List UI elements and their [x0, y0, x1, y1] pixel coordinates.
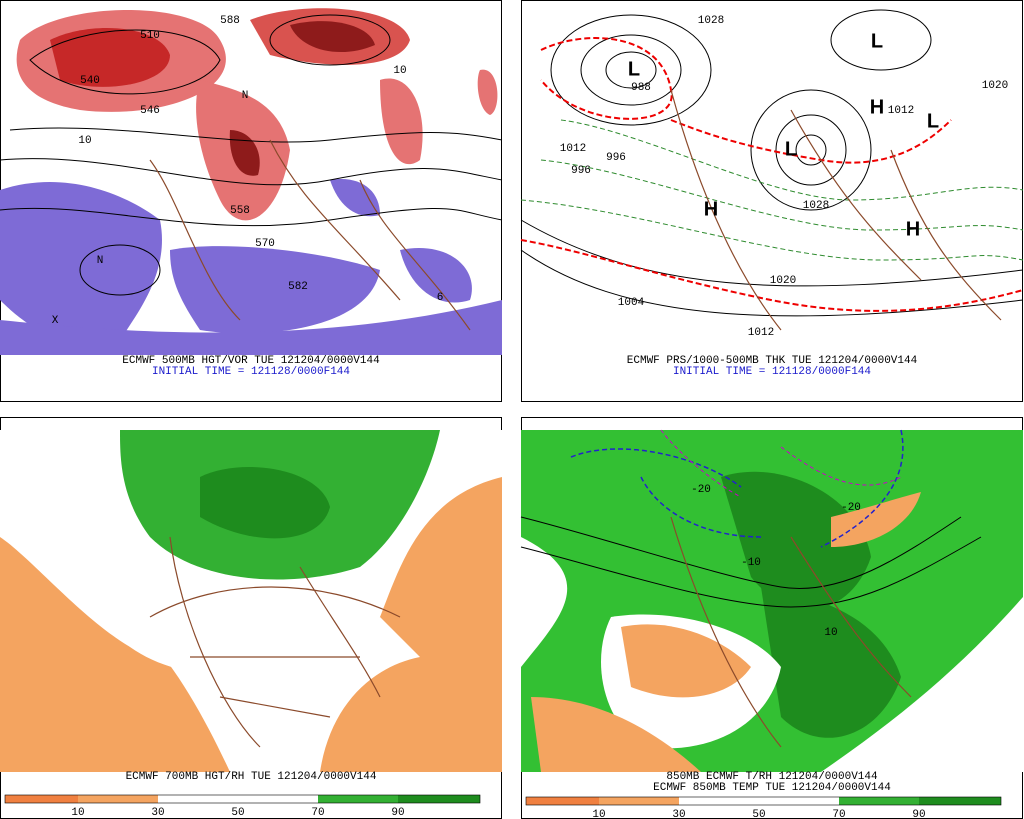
panel-title: ECMWF 500MB HGT/VOR TUE 121204/0000V144 [122, 355, 380, 367]
contour-label: -10 [741, 557, 761, 569]
map [0, 8, 503, 355]
colorbar-tick-label: 50 [231, 807, 244, 819]
contour-label: 570 [255, 238, 275, 250]
contour-label: 1028 [698, 15, 724, 27]
contour-label: X [52, 315, 59, 327]
contour-label: 1004 [618, 297, 645, 309]
contour-label: N [97, 255, 104, 267]
colorbar-tick-label: 10 [71, 807, 84, 819]
contour-label: 6 [437, 292, 444, 304]
panel-title: 850MB ECMWF T/RH 121204/0000V144 [666, 771, 878, 783]
pressure-center: L [628, 58, 640, 80]
colorbar-tick-label: 30 [672, 809, 685, 819]
panel-frame [521, 0, 1023, 402]
colorbar: 10 30 50 70 90 [525, 796, 1002, 819]
colorbar-tick-label: 70 [311, 807, 324, 819]
colorbar-segment [679, 797, 839, 805]
panel-thickness: ECMWF PRS/1000-500MB THK TUE 121204/0000… [520, 0, 1024, 402]
contour-label: 996 [571, 165, 591, 177]
contour-label: 996 [606, 152, 626, 164]
colorbar-segment [839, 797, 919, 805]
pressure-center: L [871, 30, 883, 52]
panel-500mb: ECMWF 500MB HGT/VOR TUE 121204/0000V144I… [0, 0, 503, 402]
colorbar-segment [599, 797, 679, 805]
pressure-center: L [785, 138, 797, 160]
colorbar-tick-label: 30 [151, 807, 164, 819]
contour-label: 1012 [560, 143, 586, 155]
colorbar-tick-label: 90 [912, 809, 925, 819]
panel-title: ECMWF 700MB HGT/RH TUE 121204/0000V144 [126, 771, 377, 783]
contour-label: 546 [140, 105, 160, 117]
panel-subtitle: INITIAL TIME = 121128/0000F144 [152, 366, 350, 378]
contour-label: 1012 [888, 105, 914, 117]
map [0, 430, 502, 772]
colorbar-segment [78, 795, 158, 803]
panel-title: ECMWF PRS/1000-500MB THK TUE 121204/0000… [627, 355, 918, 367]
pressure-center: H [870, 96, 884, 118]
colorbar-tick-label: 50 [752, 809, 765, 819]
contour-label: 10 [78, 135, 91, 147]
map [520, 429, 1023, 772]
colorbar-segment [398, 795, 480, 803]
contour-label: 988 [631, 82, 651, 94]
contour-label: 10 [824, 627, 837, 639]
colorbar-frame [525, 796, 1002, 806]
pressure-center: H [906, 218, 920, 240]
colorbar-segment [919, 797, 1001, 805]
contour-label: N [242, 90, 249, 102]
colorbar-segment [526, 797, 599, 805]
contour-label: 1020 [770, 275, 796, 287]
colorbar-tick-label: 90 [391, 807, 404, 819]
colorbar-tick-label: 70 [832, 809, 845, 819]
panel-700mb: ECMWF 700MB HGT/RH TUE 121204/0000V144 10… [0, 417, 502, 819]
colorbar-segment [158, 795, 318, 803]
colorbar-frame [4, 794, 481, 804]
contour-label: 588 [220, 15, 240, 27]
contour-label: 510 [140, 30, 160, 42]
contour-label: 1028 [803, 200, 829, 212]
colorbar-tick-label: 10 [592, 809, 605, 819]
contour-label: 582 [288, 281, 308, 293]
contour-label: 558 [230, 205, 250, 217]
contour-label: -20 [841, 502, 861, 514]
panel-subtitle: ECMWF 850MB TEMP TUE 121204/0000V144 [653, 782, 891, 794]
panel-subtitle: INITIAL TIME = 121128/0000F144 [673, 366, 871, 378]
pressure-center: L [927, 110, 939, 132]
colorbar-segment [5, 795, 78, 803]
contour-label: 10 [393, 65, 406, 77]
contour-label: -20 [691, 484, 711, 496]
pressure-center: H [704, 198, 718, 220]
map [520, 9, 1024, 331]
colorbar-segment [318, 795, 398, 803]
colorbar: 10 30 50 70 90 [4, 794, 481, 819]
contour-label: 1012 [748, 327, 774, 339]
contour-label: 540 [80, 75, 100, 87]
contour-label: 1020 [982, 80, 1008, 92]
